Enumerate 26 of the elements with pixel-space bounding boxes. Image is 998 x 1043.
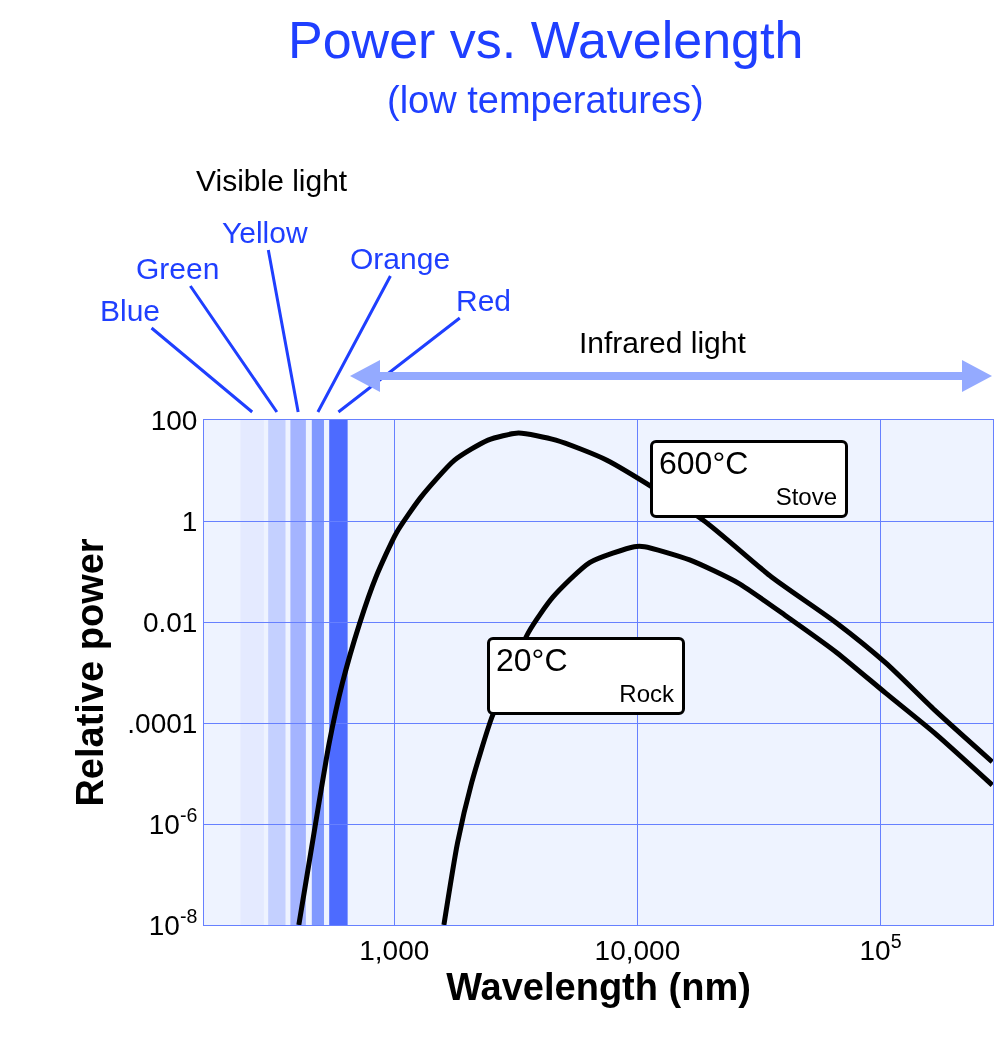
- y-tick-label: 10$^{-6}$: [148, 804, 198, 840]
- callout-box: 600°C Stove: [650, 440, 848, 518]
- text: Red: [456, 284, 512, 317]
- y-tick-label: 1: [181, 505, 198, 537]
- y-tick-label: 0.01: [142, 606, 198, 638]
- text: Visible light: [196, 164, 348, 197]
- text: Blue: [100, 294, 161, 327]
- text: Yellow: [222, 216, 308, 249]
- chart-subtitle: (low temperatures): [387, 79, 704, 121]
- series-label: 20°C: [496, 642, 568, 678]
- chart-title: Power vs. Wavelength: [288, 11, 804, 69]
- y-tick-label: 10$^{-8}$: [148, 905, 198, 941]
- x-tick-label: 10,000: [594, 934, 681, 966]
- text: Orange: [350, 242, 451, 275]
- series-label: 600°C: [659, 445, 749, 481]
- y-tick-label: .0001: [127, 707, 198, 739]
- text: Green: [136, 252, 220, 285]
- y-axis-title: Relative power: [68, 538, 111, 807]
- y-tick-label: 100: [150, 404, 198, 436]
- x-axis-title: Wavelength (nm): [446, 965, 751, 1008]
- callout-box: 20°C Rock: [487, 637, 685, 715]
- x-tick-label: 1,000: [359, 934, 430, 966]
- x-tick-label: 10$^{5}$: [859, 929, 902, 966]
- text: Infrared light: [579, 326, 747, 359]
- annotation: Rock: [619, 680, 674, 708]
- annotation: Stove: [775, 483, 837, 511]
